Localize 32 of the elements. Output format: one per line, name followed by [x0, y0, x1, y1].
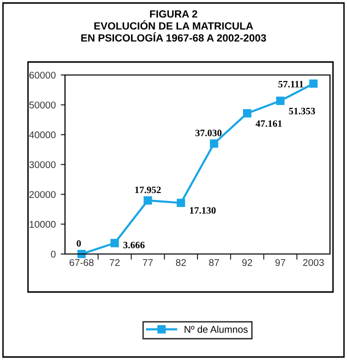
data-label: 0 [76, 240, 81, 247]
point [309, 79, 318, 88]
x-tick-label: 77 [142, 259, 153, 266]
x-tick-label: 72 [110, 259, 120, 266]
point [243, 109, 252, 118]
chart-title: FIGURA 2 EVOLUCIÓN DE LA MATRICULA EN PSICOLOGÍA 1967-68 A 2002-2003 [81, 10, 266, 42]
data-label: 57.111 [278, 80, 304, 88]
y-tick-label: 30000 [29, 161, 56, 168]
x-tick-label: 92 [242, 259, 252, 266]
y-tick-label: 40000 [29, 131, 56, 138]
y-tick-label: 0 [50, 250, 56, 258]
data-label: 37.030 [196, 130, 222, 136]
y-tick-label: 10000 [30, 220, 56, 228]
x-tick-label: 67-68 [70, 259, 94, 266]
x-tick-label: 82 [176, 259, 186, 266]
y-tick-label: 20000 [29, 191, 56, 198]
point [176, 198, 186, 208]
x-tick-label: 2003 [303, 259, 324, 266]
data-label: 17.952 [135, 186, 161, 194]
x-tick-label: 87 [209, 259, 219, 266]
legend-label: Nº de Alumnos [184, 326, 248, 333]
data-label: 17.130 [190, 207, 216, 214]
point [144, 196, 152, 205]
x-tick-label: 97 [275, 259, 286, 266]
data-label: 47.161 [256, 120, 282, 127]
y-tick-label: 50000 [29, 102, 56, 108]
y-tick-label: 60000 [29, 72, 56, 79]
data-label: 51.353 [289, 108, 316, 114]
point [276, 96, 284, 105]
point [210, 139, 218, 148]
data-label: 3.666 [123, 242, 145, 248]
point [110, 238, 119, 248]
